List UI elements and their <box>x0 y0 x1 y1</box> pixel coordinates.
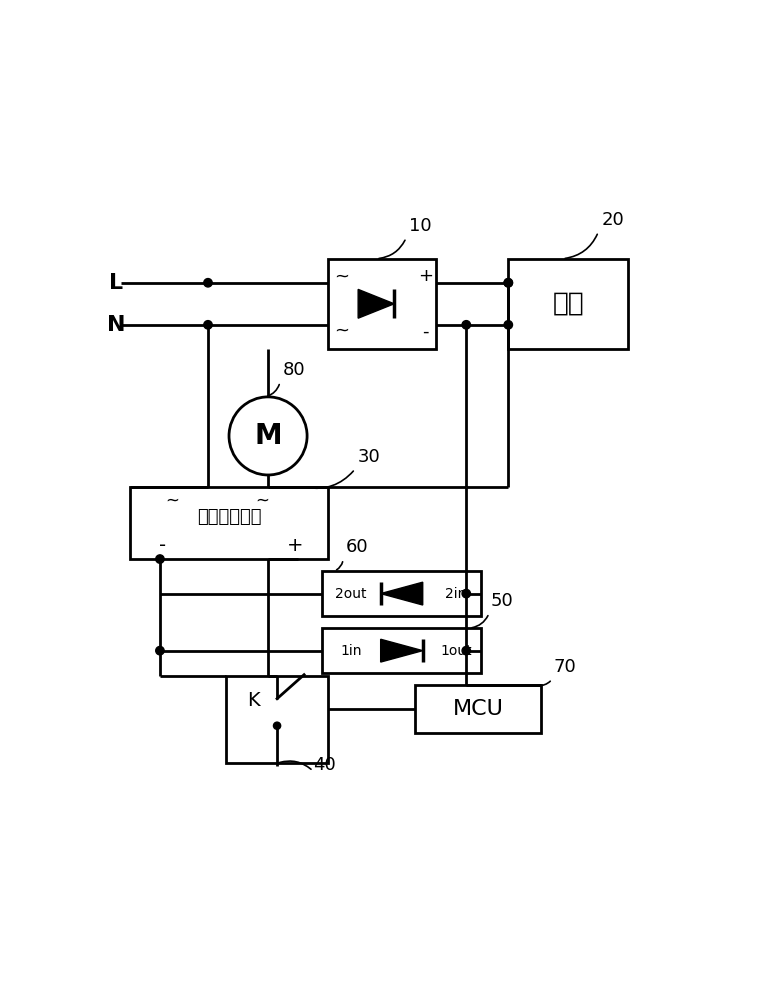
Bar <box>226 676 328 763</box>
Text: 60: 60 <box>346 538 369 556</box>
Text: 80: 80 <box>283 361 305 379</box>
Text: 第二整流模块: 第二整流模块 <box>197 508 261 526</box>
Text: K: K <box>246 691 260 710</box>
Text: ~: ~ <box>165 491 179 509</box>
Bar <box>322 628 481 673</box>
Text: M: M <box>254 422 282 450</box>
Text: ~: ~ <box>334 268 349 286</box>
Circle shape <box>204 279 212 287</box>
Text: 2out: 2out <box>336 587 367 601</box>
Circle shape <box>504 279 512 287</box>
Text: 30: 30 <box>358 448 381 466</box>
Circle shape <box>274 722 281 729</box>
Text: 70: 70 <box>553 658 576 676</box>
Text: 1in: 1in <box>340 644 362 658</box>
Text: 2in: 2in <box>446 587 467 601</box>
Text: MCU: MCU <box>453 699 504 719</box>
Bar <box>508 259 629 349</box>
Text: N: N <box>107 315 126 335</box>
Text: 20: 20 <box>601 211 624 229</box>
Text: 10: 10 <box>409 217 432 235</box>
Text: ~: ~ <box>334 322 349 340</box>
Polygon shape <box>381 639 422 662</box>
Text: 负载: 负载 <box>553 291 584 317</box>
Bar <box>130 487 328 559</box>
Bar <box>415 685 541 733</box>
Circle shape <box>156 555 164 563</box>
Circle shape <box>504 321 512 329</box>
Circle shape <box>204 321 212 329</box>
Polygon shape <box>381 582 422 605</box>
Circle shape <box>504 279 512 287</box>
Circle shape <box>462 646 470 655</box>
Circle shape <box>462 589 470 598</box>
Circle shape <box>156 646 164 655</box>
Circle shape <box>462 321 470 329</box>
Text: 40: 40 <box>313 756 336 774</box>
Polygon shape <box>358 289 394 318</box>
Text: -: - <box>160 536 167 555</box>
Text: ~: ~ <box>255 491 269 509</box>
Bar <box>322 571 481 616</box>
Text: 50: 50 <box>491 592 513 610</box>
Text: -: - <box>422 323 429 341</box>
Text: +: + <box>287 536 303 555</box>
Text: 1out: 1out <box>440 644 472 658</box>
Bar <box>328 259 436 349</box>
Text: L: L <box>109 273 123 293</box>
Text: +: + <box>418 267 433 285</box>
Circle shape <box>229 397 307 475</box>
